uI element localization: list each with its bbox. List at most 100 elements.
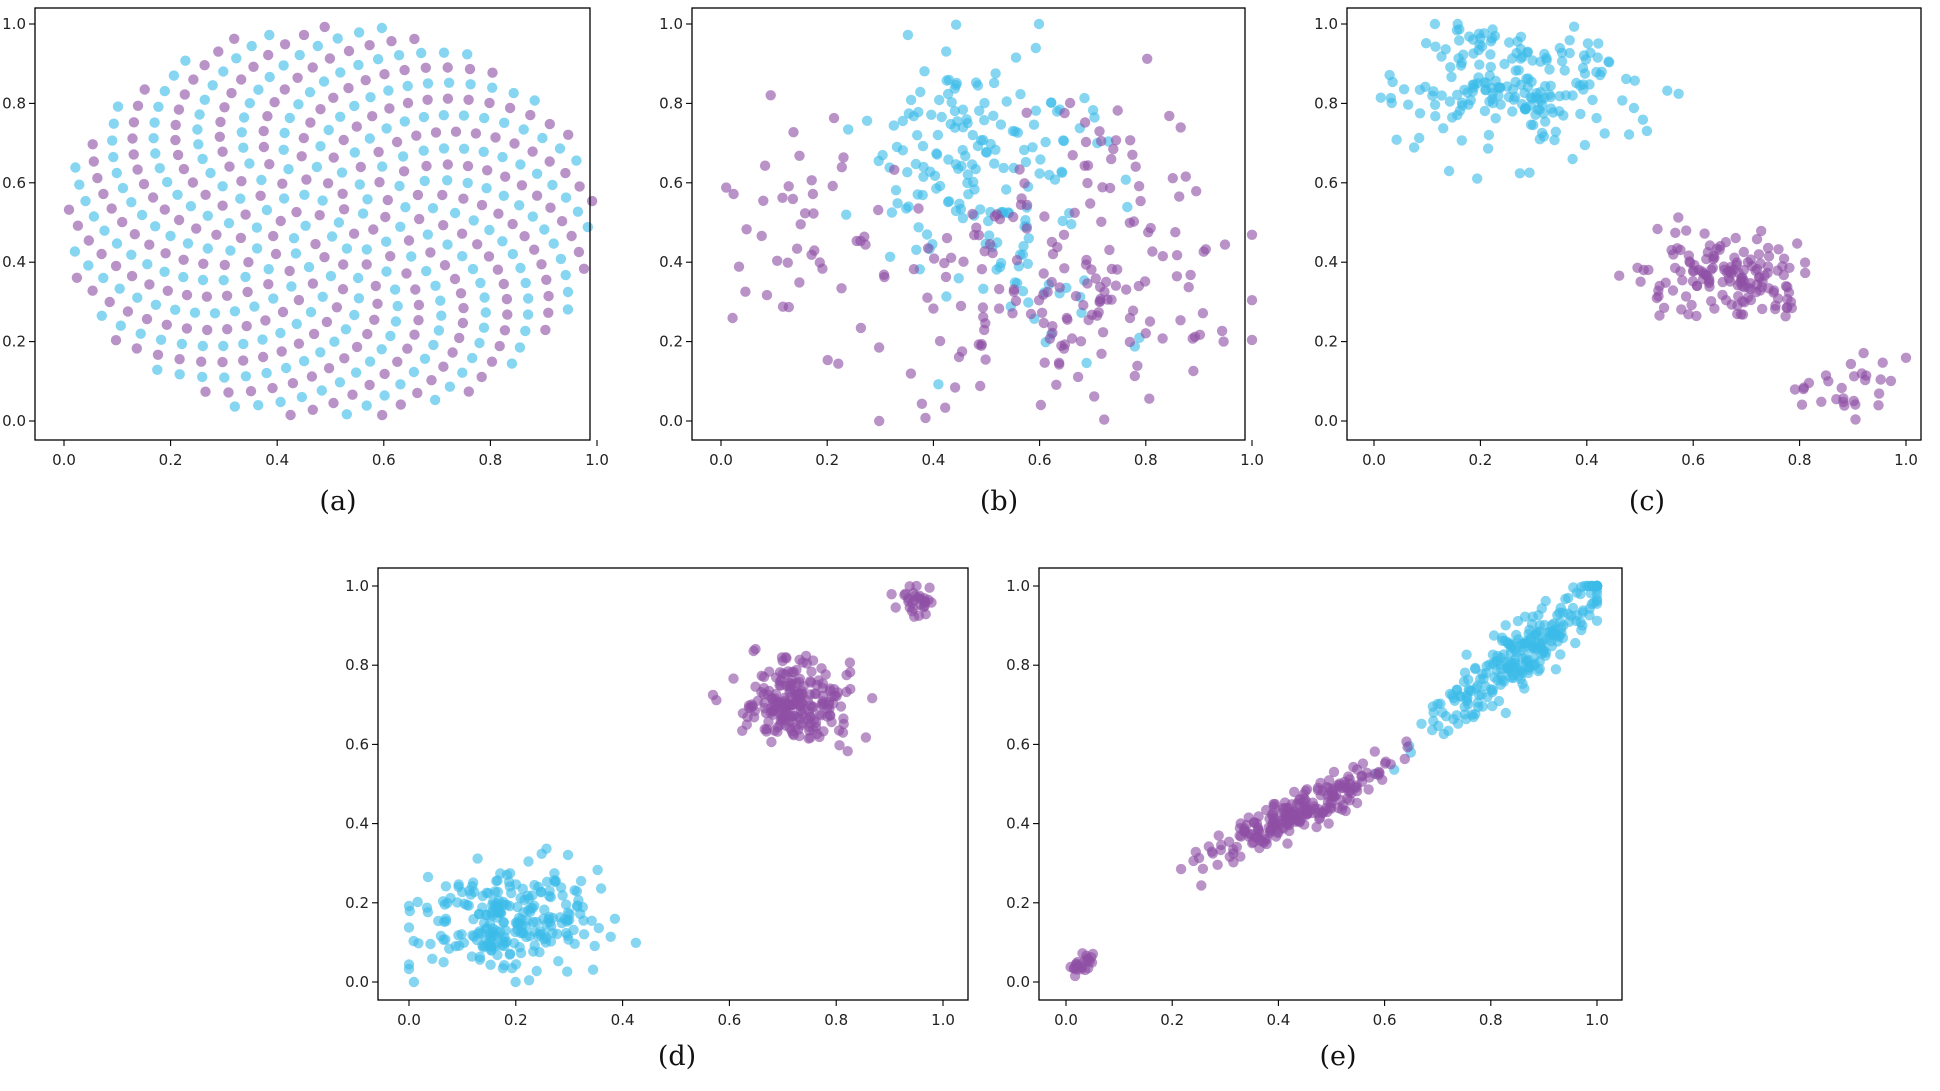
data-point-cyan: [1528, 119, 1539, 131]
data-point-purple: [1175, 315, 1186, 326]
data-point-cyan: [1547, 107, 1559, 118]
data-point-cyan: [1446, 71, 1457, 83]
data-point-cyan: [1629, 75, 1641, 86]
data-point-purple: [578, 263, 590, 274]
data-point-purple: [1046, 276, 1057, 288]
data-point-cyan: [202, 210, 213, 221]
data-point-purple: [1831, 394, 1842, 405]
data-point-purple: [307, 404, 318, 415]
data-point-cyan: [555, 253, 567, 265]
data-point-purple: [72, 220, 84, 231]
data-point-cyan: [1476, 689, 1487, 700]
data-point-purple: [769, 725, 780, 736]
data-point-cyan: [1568, 582, 1579, 593]
data-point-cyan: [462, 49, 473, 60]
data-point-purple: [844, 657, 856, 668]
data-point-purple: [191, 223, 202, 234]
data-point-cyan: [142, 259, 153, 270]
data-point-purple: [873, 342, 885, 353]
data-point-purple: [1094, 281, 1106, 293]
data-point-purple: [1751, 286, 1762, 298]
data-point-cyan: [394, 180, 405, 192]
data-point-cyan: [264, 71, 275, 83]
data-point-purple: [1323, 818, 1334, 829]
data-point-purple: [1668, 249, 1679, 260]
data-point-purple: [979, 324, 990, 336]
data-point-cyan: [1535, 56, 1546, 67]
data-point-purple: [132, 100, 144, 112]
data-point-purple: [413, 315, 424, 326]
data-point-cyan: [595, 883, 607, 894]
data-point-cyan: [83, 260, 94, 271]
data-point-cyan: [1428, 86, 1439, 97]
data-point-cyan: [1420, 38, 1432, 49]
data-point-cyan: [1538, 108, 1549, 119]
data-point-cyan: [422, 871, 434, 883]
data-point-cyan: [406, 251, 417, 262]
data-point-purple: [1110, 280, 1122, 291]
x-tick-label: 0.0: [1054, 1011, 1078, 1029]
data-point-purple: [1300, 803, 1311, 815]
data-point-cyan: [485, 959, 496, 970]
data-point-purple: [1110, 135, 1122, 146]
data-point-cyan: [547, 179, 558, 191]
y-tick-label: 0.8: [1006, 656, 1030, 674]
panel-label: (c): [1629, 486, 1665, 517]
data-point-cyan: [1525, 91, 1536, 103]
data-point-purple: [874, 415, 885, 427]
data-point-cyan: [1593, 38, 1604, 49]
data-point-cyan: [304, 87, 316, 98]
data-point-purple: [873, 204, 884, 216]
data-point-cyan: [1034, 168, 1045, 179]
data-point-cyan: [943, 154, 954, 165]
data-point-cyan: [1487, 24, 1498, 35]
data-point-cyan: [1056, 167, 1068, 178]
x-tick-label: 0.8: [478, 451, 502, 469]
data-point-cyan: [1403, 99, 1414, 110]
data-point-cyan: [1470, 662, 1481, 674]
data-point-cyan: [1466, 709, 1478, 720]
data-point-purple: [161, 319, 172, 330]
data-point-purple: [96, 248, 107, 260]
data-point-cyan: [372, 54, 384, 65]
data-point-purple: [430, 127, 442, 138]
data-point-cyan: [892, 198, 903, 209]
data-point-purple: [454, 332, 465, 344]
data-point-cyan: [1023, 233, 1034, 244]
y-tick-label: 0.4: [345, 815, 369, 833]
data-point-purple: [1130, 161, 1141, 172]
data-point-purple: [264, 159, 275, 170]
data-point-cyan: [979, 97, 990, 109]
data-point-purple: [1089, 391, 1100, 402]
data-point-cyan: [453, 930, 464, 941]
data-point-cyan: [1545, 91, 1556, 103]
data-point-purple: [370, 280, 381, 292]
data-point-cyan: [1028, 119, 1040, 130]
data-point-cyan: [521, 931, 532, 943]
data-point-cyan: [1579, 139, 1591, 151]
data-point-cyan: [921, 229, 933, 240]
data-point-cyan: [941, 291, 952, 302]
data-point-purple: [509, 138, 520, 149]
data-point-cyan: [74, 179, 85, 190]
data-point-cyan: [218, 340, 229, 352]
data-point-cyan: [174, 369, 185, 380]
data-point-cyan: [486, 906, 498, 917]
data-point-cyan: [96, 310, 108, 321]
data-point-cyan: [332, 33, 343, 44]
data-point-cyan: [941, 46, 952, 57]
data-point-purple: [783, 301, 794, 313]
data-point-cyan: [312, 40, 323, 52]
data-point-purple: [319, 21, 330, 33]
data-point-purple: [380, 211, 391, 223]
data-point-cyan: [475, 277, 486, 289]
data-point-purple: [131, 343, 142, 354]
data-point-purple: [1770, 300, 1781, 311]
data-point-cyan: [429, 394, 441, 406]
data-point-purple: [920, 412, 931, 424]
x-tick-label: 0.6: [1028, 451, 1052, 469]
data-point-purple: [200, 189, 211, 200]
data-point-purple: [574, 181, 585, 192]
data-point-cyan: [383, 85, 394, 96]
data-point-cyan: [505, 948, 516, 959]
